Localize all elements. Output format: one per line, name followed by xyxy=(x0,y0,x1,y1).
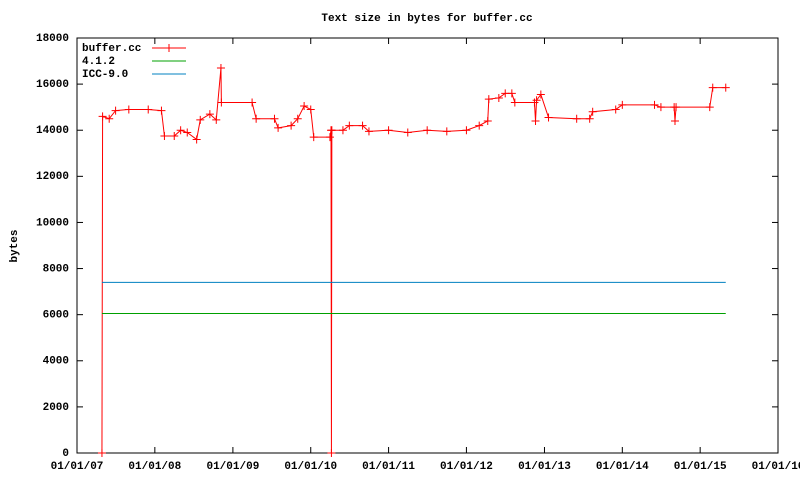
point-marker xyxy=(325,133,334,142)
point-marker xyxy=(462,126,471,135)
point-marker xyxy=(536,90,545,99)
x-tick-label: 01/01/15 xyxy=(674,461,727,473)
chart-title: Text size in bytes for buffer.cc xyxy=(321,13,532,25)
x-tick-label: 01/01/16 xyxy=(752,461,800,473)
y-tick-label: 4000 xyxy=(43,356,69,368)
series-line xyxy=(101,67,726,454)
point-marker xyxy=(212,115,221,124)
y-tick-label: 8000 xyxy=(43,263,69,275)
point-marker xyxy=(176,126,185,135)
point-marker xyxy=(183,128,192,137)
point-marker xyxy=(708,83,717,92)
legend-label: 4.1.2 xyxy=(82,56,115,68)
point-marker xyxy=(300,102,309,111)
point-marker xyxy=(170,131,179,140)
point-marker xyxy=(248,98,257,107)
point-marker xyxy=(585,114,594,123)
point-marker xyxy=(252,114,261,123)
plot-frame xyxy=(76,37,779,454)
point-marker xyxy=(196,115,205,124)
point-marker xyxy=(98,112,107,121)
point-marker xyxy=(705,103,714,112)
point-marker xyxy=(531,117,540,125)
point-marker xyxy=(721,83,730,92)
point-marker xyxy=(124,105,133,114)
legend-label: buffer.cc xyxy=(82,43,141,55)
point-marker xyxy=(144,105,153,114)
point-marker xyxy=(327,126,336,135)
point-marker xyxy=(544,113,553,122)
point-marker xyxy=(338,126,347,135)
point-marker xyxy=(384,126,393,135)
point-marker xyxy=(160,131,169,140)
point-marker xyxy=(572,114,581,123)
y-axis-label: bytes xyxy=(9,229,21,262)
y-tick-label: 10000 xyxy=(36,217,69,229)
point-marker xyxy=(510,98,519,107)
point-marker xyxy=(205,110,214,119)
point-marker xyxy=(475,121,484,130)
point-marker xyxy=(484,95,493,104)
point-marker xyxy=(216,63,225,72)
x-tick-label: 01/01/07 xyxy=(51,461,104,473)
point-marker xyxy=(618,100,627,109)
x-tick-label: 01/01/10 xyxy=(284,461,337,473)
point-marker xyxy=(442,127,451,136)
y-tick-label: 14000 xyxy=(36,125,69,137)
point-marker xyxy=(670,117,679,125)
point-marker xyxy=(111,106,120,115)
point-marker xyxy=(274,123,283,132)
y-tick-label: 6000 xyxy=(43,310,69,322)
point-marker xyxy=(672,103,681,112)
point-marker xyxy=(358,121,367,130)
point-marker xyxy=(532,96,541,105)
point-marker xyxy=(494,93,503,102)
point-marker xyxy=(217,98,226,107)
x-tick-label: 01/01/11 xyxy=(362,461,415,473)
point-marker xyxy=(97,449,106,457)
point-marker xyxy=(611,105,620,114)
point-marker xyxy=(157,106,166,115)
point-marker xyxy=(588,107,597,116)
point-marker xyxy=(345,121,354,130)
legend-label: ICC-9.0 xyxy=(82,69,128,81)
y-tick-label: 12000 xyxy=(36,171,69,183)
point-marker xyxy=(650,100,659,109)
point-marker xyxy=(309,133,318,142)
y-tick-label: 16000 xyxy=(36,79,69,91)
point-marker xyxy=(192,135,201,144)
point-marker xyxy=(656,103,665,112)
point-marker xyxy=(293,114,302,123)
y-tick-label: 18000 xyxy=(36,33,69,45)
x-tick-label: 01/01/09 xyxy=(206,461,259,473)
point-marker xyxy=(287,121,296,130)
point-marker xyxy=(105,114,114,123)
point-marker xyxy=(507,89,516,98)
point-marker xyxy=(403,128,412,137)
x-tick-label: 01/01/13 xyxy=(518,461,571,473)
y-tick-label: 0 xyxy=(62,448,69,460)
point-marker xyxy=(483,117,492,125)
point-marker xyxy=(270,114,279,123)
point-marker xyxy=(423,126,432,135)
x-tick-label: 01/01/08 xyxy=(128,461,181,473)
legend-marker xyxy=(165,44,173,52)
x-tick-label: 01/01/12 xyxy=(440,461,493,473)
point-marker xyxy=(327,449,336,457)
point-marker xyxy=(306,105,315,114)
x-tick-label: 01/01/14 xyxy=(596,461,649,473)
point-marker xyxy=(364,127,373,136)
y-tick-label: 2000 xyxy=(43,402,69,414)
